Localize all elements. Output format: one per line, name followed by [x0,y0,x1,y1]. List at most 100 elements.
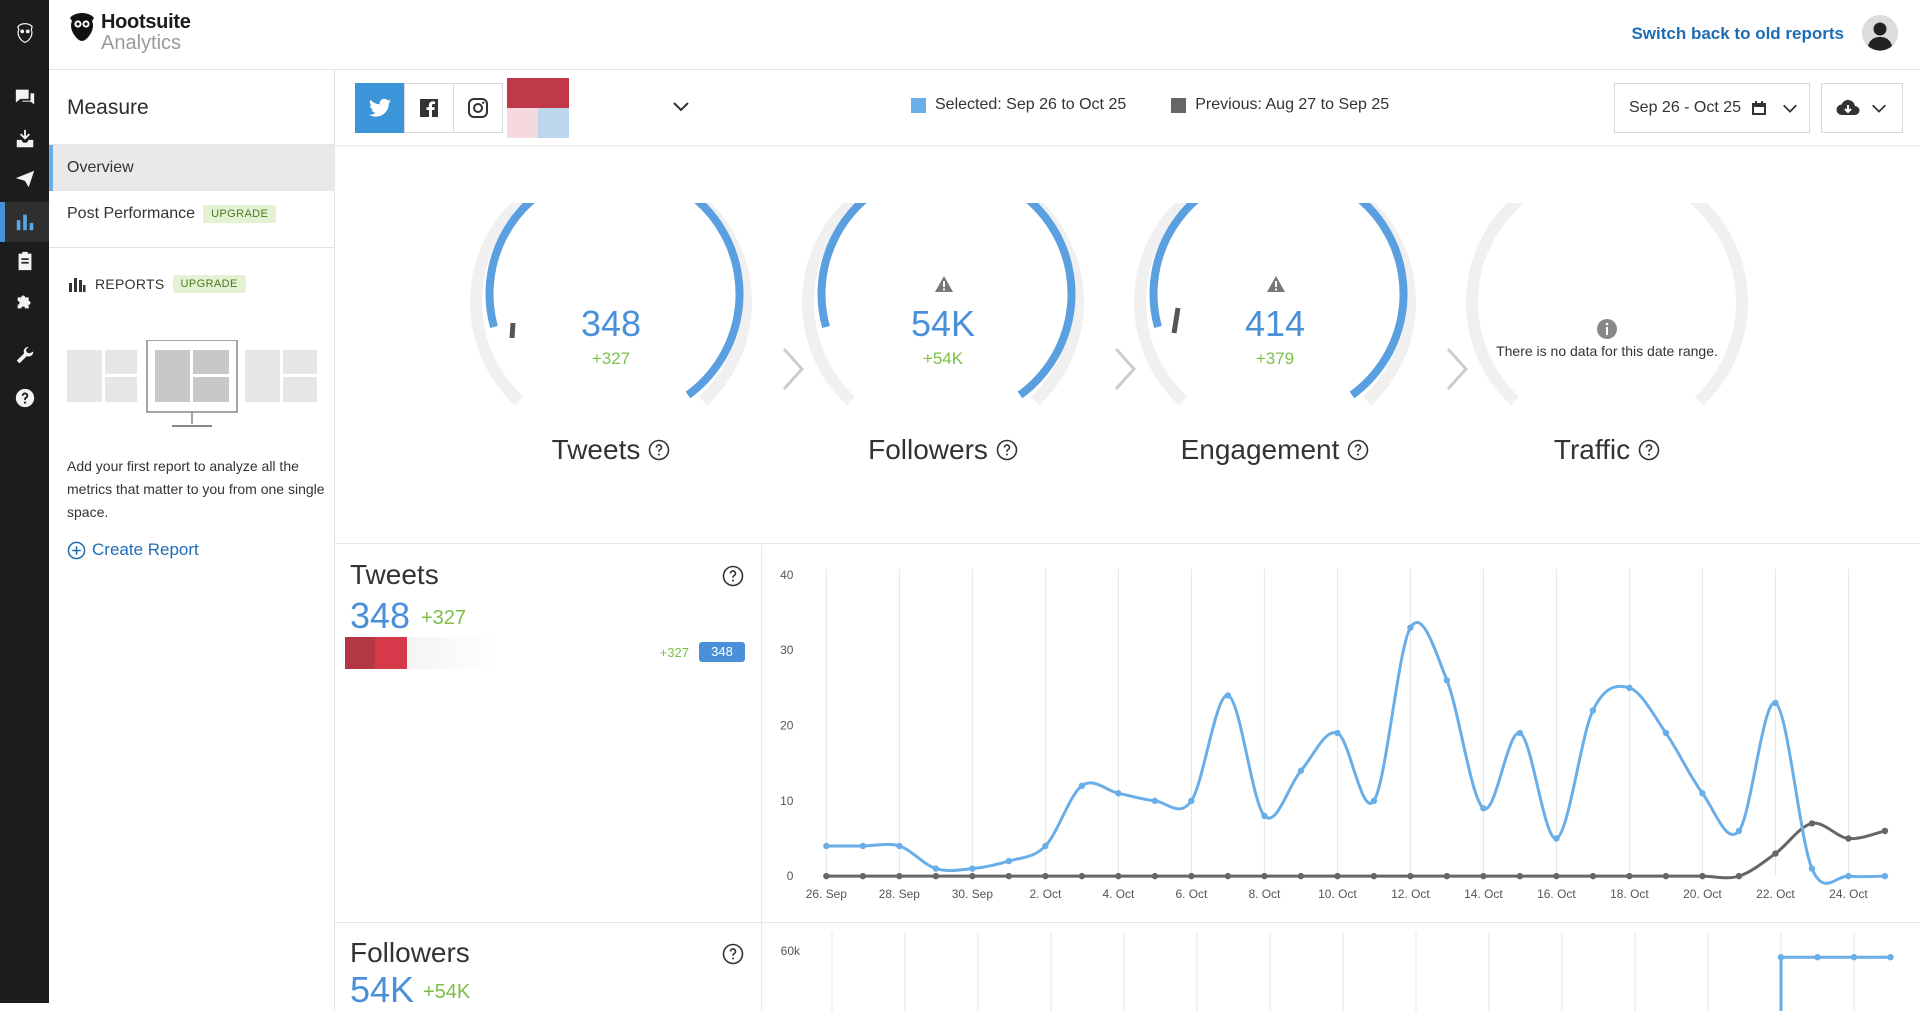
data-point [1589,872,1597,880]
x-tick-label: 12. Oct [1391,887,1430,901]
legend-selected: Selected: Sep 26 to Oct 25 [911,96,1126,114]
facebook-button[interactable] [404,83,454,133]
data-point [1662,729,1670,737]
tweets-chart: 0 10 20 30 40 26. Sep 28. Sep 30. Sep 2. Oct 4. O… [762,545,1920,922]
user-avatar[interactable] [1862,15,1898,51]
gauge-value: 348 [580,303,642,344]
help-icon[interactable] [1347,439,1369,461]
bar-chart-icon [69,278,86,292]
help-icon[interactable] [648,439,670,461]
data-point [1042,872,1049,880]
logo-subtitle: Analytics [101,32,182,54]
data-point [1078,872,1086,880]
inbox-icon[interactable] [0,122,49,156]
reports-label: REPORTS [95,276,165,292]
help-icon[interactable] [1638,439,1660,461]
data-point [1078,782,1086,789]
data-point [859,842,867,850]
y-tick-label: 60k [781,944,801,958]
apps-icon[interactable] [0,284,49,318]
data-point [1626,684,1633,692]
x-tick-label: 18. Oct [1610,887,1649,901]
legend-swatch [1171,97,1187,113]
cloud-download-icon [1836,99,1860,116]
plus-circle-icon [67,541,86,559]
divider [49,144,335,145]
data-point [1553,835,1560,842]
gauge-arc [802,203,1084,406]
profile-avatar[interactable] [507,78,569,138]
x-tick-label: 8. Oct [1248,887,1281,901]
help-icon[interactable] [996,439,1018,461]
data-point [896,872,903,880]
sidebar-item-post-performance[interactable]: Post Performance UPGRADE [49,191,335,237]
data-point [1443,872,1451,880]
gauge-arc [1134,203,1416,406]
profile-row[interactable]: +327 348 [345,637,755,669]
publisher-icon[interactable] [0,162,49,196]
analytics-icon[interactable] [0,202,49,242]
hootsuite-logo[interactable]: Hootsuite Analytics [69,12,191,54]
sidebar-item-overview[interactable]: Overview [49,145,335,191]
help-icon[interactable] [722,565,744,587]
assignments-icon[interactable] [0,244,49,278]
no-data-message: There is no data for this date range. [1496,343,1718,359]
instagram-button[interactable] [453,83,503,133]
section-value: 54K [350,969,415,1010]
help-icon[interactable] [0,381,49,415]
upgrade-badge[interactable]: UPGRADE [203,205,277,223]
followers-chart: 60k [762,923,1920,1011]
chevron-down-icon[interactable] [671,96,691,116]
series-line-selected [1779,955,1891,1011]
help-icon[interactable] [722,943,744,965]
gauge-tweets[interactable]: 348 +327 Tweets [466,203,756,503]
date-range-picker[interactable]: Sep 26 - Oct 25 [1614,83,1810,133]
gauge-delta: +379 [1255,349,1295,368]
y-tick-label: 40 [780,568,794,582]
x-tick-label: 26. Sep [806,887,848,901]
x-tick-label: 30. Sep [952,887,994,901]
twitter-button[interactable] [355,83,405,133]
section-delta: +54K [423,981,471,1003]
chevron-right-icon [1446,347,1469,391]
gauge-followers[interactable]: 54K +54K Followers [798,203,1088,503]
data-point [1845,835,1852,842]
data-point [1589,707,1597,714]
data-point [1297,767,1305,774]
data-point [1297,872,1305,880]
streams-icon[interactable] [0,80,49,114]
gauge-label: Followers [798,434,1088,466]
gauge-traffic[interactable]: There is no data for this date range. Tr… [1462,203,1752,503]
section-title: Followers [350,937,470,968]
data-point [1772,699,1779,707]
x-tick-label: 22. Oct [1756,887,1795,901]
tools-icon[interactable] [0,340,49,374]
followers-section: Followers 54K +54K 60k [335,923,1920,1011]
data-point [932,872,940,880]
gauge-arc [1466,203,1748,406]
summary-gauges: 348 +327 Tweets 54K +54K Followers [335,147,1920,544]
date-range-label: Sep 26 - Oct 25 [1629,99,1742,116]
tweets-line-chart: 0 10 20 30 40 26. Sep 28. Sep 30. Sep 2. Oct 4. O… [780,568,1889,901]
switch-old-reports-link[interactable]: Switch back to old reports [1631,24,1844,43]
x-tick-label: 16. Oct [1537,887,1576,901]
data-point [1516,729,1524,737]
create-report-label: Create Report [92,540,199,559]
gauge-label: Tweets [466,434,756,466]
data-point [1370,872,1378,880]
create-report-link[interactable]: Create Report [67,540,199,560]
app-nav-rail [0,0,49,1003]
row-delta: +327 [659,645,689,660]
data-point [1699,790,1706,797]
data-point [1188,797,1195,805]
upgrade-badge[interactable]: UPGRADE [172,275,246,293]
legend-previous: Previous: Aug 27 to Sep 25 [1171,96,1389,114]
gauge-engagement[interactable]: 414 +379 Engagement [1130,203,1420,503]
y-tick-label: 0 [787,869,794,883]
owl-logo-icon[interactable] [0,10,49,56]
x-tick-label: 2. Oct [1029,887,1062,901]
data-point [1480,805,1487,812]
legend-swatch [911,97,926,113]
tweets-summary: Tweets 348 +327 +327 348 [335,545,762,922]
download-button[interactable] [1821,83,1903,133]
